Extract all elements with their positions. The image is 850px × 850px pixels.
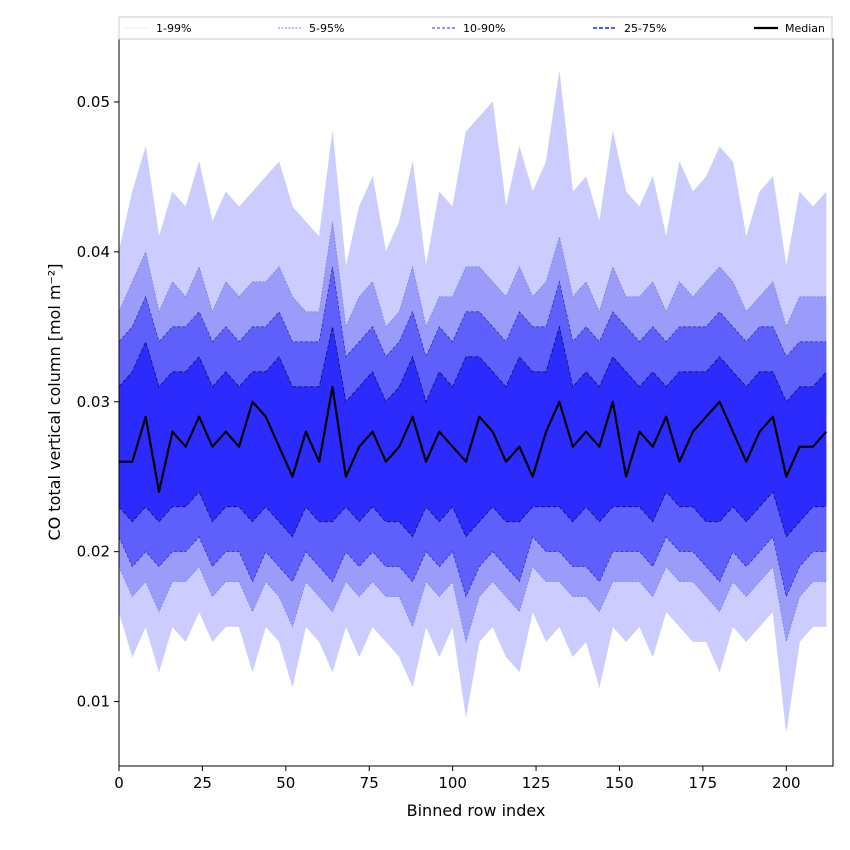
band-upper-line-1-99% <box>119 71 827 267</box>
band-upper-line-25-75% <box>119 325 827 403</box>
band-lower-line-25-75% <box>119 490 827 538</box>
x-tick-label: 25 <box>193 774 212 792</box>
x-tick-label: 50 <box>276 774 295 792</box>
legend-label: Median <box>785 22 825 35</box>
y-tick-label: 0.02 <box>77 543 110 561</box>
x-tick-label: 175 <box>689 774 718 792</box>
legend-box <box>118 16 833 40</box>
x-axis: 0 25 50 75 100 125 150 175 200 <box>114 766 801 792</box>
legend: 1-99% 5-95% 10-90% 25-75% Median <box>118 16 833 40</box>
band-lower-line-1-99% <box>119 610 827 732</box>
band-25-75% <box>119 326 827 537</box>
x-axis-label: Binned row index <box>407 801 546 820</box>
median-line <box>119 385 828 493</box>
y-axis: 0.01 0.02 0.03 0.04 0.05 <box>77 93 119 711</box>
x-tick-label: 100 <box>438 774 467 792</box>
x-tick-label: 125 <box>522 774 551 792</box>
legend-label: 10-90% <box>463 22 505 35</box>
band-upper-line-5-95% <box>119 221 827 329</box>
legend-label: 1-99% <box>156 22 191 35</box>
band-lower-line-5-95% <box>119 565 827 644</box>
y-tick-label: 0.03 <box>77 393 110 411</box>
y-tick-label: 0.05 <box>77 93 110 111</box>
x-tick-label: 0 <box>114 774 124 792</box>
band-layer <box>119 71 828 732</box>
x-tick-label: 200 <box>772 774 801 792</box>
y-axis-label: CO total vertical column [mol m⁻²] <box>45 263 64 540</box>
x-tick-label: 75 <box>360 774 379 792</box>
y-tick-label: 0.04 <box>77 243 110 261</box>
legend-label: 5-95% <box>309 22 344 35</box>
band-lower-line-10-90% <box>119 535 827 598</box>
legend-label: 25-75% <box>624 22 666 35</box>
band-upper-line-10-90% <box>119 266 827 358</box>
x-tick-label: 150 <box>605 774 634 792</box>
y-tick-label: 0.01 <box>77 693 110 711</box>
